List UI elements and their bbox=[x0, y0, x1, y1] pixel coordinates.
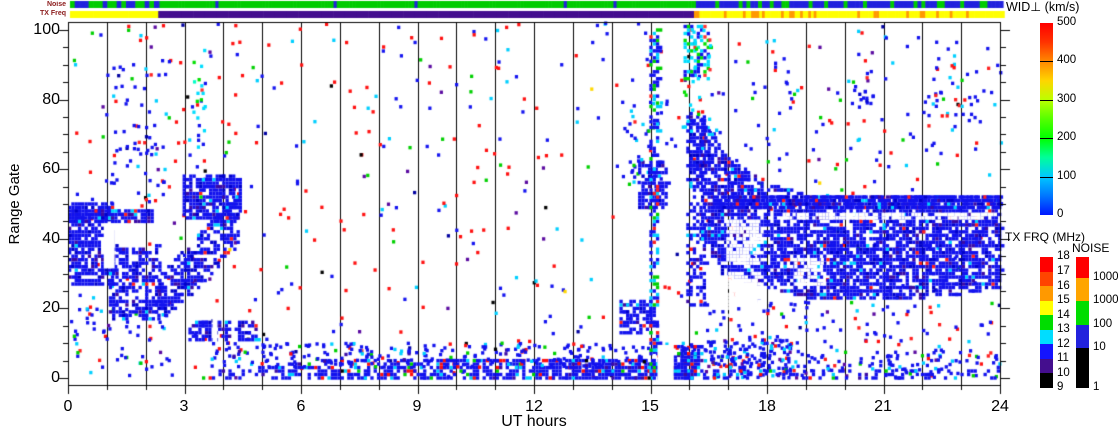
noise-tick-1: 1 bbox=[1093, 381, 1100, 393]
noise-strip-label: Noise bbox=[46, 1, 66, 8]
txfrq-tick-10: 10 bbox=[1057, 367, 1070, 379]
colorbar-segment bbox=[1040, 344, 1053, 359]
txfrq-tick-17: 17 bbox=[1057, 265, 1070, 277]
y-tick-40: 40 bbox=[42, 230, 60, 247]
txfrq-tick-15: 15 bbox=[1057, 294, 1070, 306]
x-tick-24: 24 bbox=[991, 398, 1009, 415]
y-axis-label: Range Gate bbox=[6, 163, 23, 245]
colorbar-segment bbox=[1076, 278, 1089, 301]
txfrq-colorbar-title: TX FRQ (MHz) bbox=[1005, 230, 1085, 244]
wid-tick-500: 500 bbox=[1057, 16, 1077, 28]
txfrq-tick-16: 16 bbox=[1057, 280, 1070, 292]
noise-colorbar-title: NOISE bbox=[1072, 241, 1110, 255]
wid-tick-0: 0 bbox=[1057, 208, 1064, 220]
colorbar-segment bbox=[1076, 348, 1089, 388]
colorbar-segment bbox=[1076, 301, 1089, 325]
colorbar-segment bbox=[1076, 325, 1089, 348]
txfrq-colorbar bbox=[1040, 257, 1053, 388]
txfrq-tick-13: 13 bbox=[1057, 323, 1070, 335]
x-tick-15: 15 bbox=[641, 398, 659, 415]
colorbar-segment bbox=[1040, 300, 1053, 316]
x-axis-label: UT hours bbox=[501, 413, 567, 430]
wid-tick-100: 100 bbox=[1057, 170, 1077, 182]
wid-colorbar-title: WID⊥ (km/s) bbox=[1006, 0, 1080, 14]
wid-colorbar-tickline bbox=[1040, 177, 1053, 178]
colorbar-segment bbox=[1040, 329, 1053, 345]
wid-tick-200: 200 bbox=[1057, 131, 1077, 143]
noise-tick-10000: 10000 bbox=[1093, 271, 1118, 283]
noise-tick-10: 10 bbox=[1093, 341, 1106, 353]
colorbar-segment bbox=[1040, 315, 1053, 330]
txfrq-tick-11: 11 bbox=[1057, 352, 1069, 364]
colorbar-segment bbox=[1040, 286, 1053, 301]
noise-tick-100: 100 bbox=[1093, 318, 1113, 330]
wid-colorbar-tickline bbox=[1040, 61, 1053, 62]
y-tick-0: 0 bbox=[51, 369, 60, 386]
x-tick-3: 3 bbox=[179, 398, 189, 415]
x-tick-18: 18 bbox=[758, 398, 776, 415]
colorbar-segment bbox=[1076, 257, 1089, 278]
y-tick-100: 100 bbox=[33, 21, 60, 38]
txfrq-tick-9: 9 bbox=[1057, 381, 1064, 393]
x-tick-0: 0 bbox=[63, 398, 73, 415]
x-tick-9: 9 bbox=[412, 398, 422, 415]
colorbar-segment bbox=[1040, 271, 1053, 287]
txfrq-tick-12: 12 bbox=[1057, 338, 1070, 350]
txfreq-strip-label: TX Freq bbox=[39, 10, 66, 17]
txfrq-tick-18: 18 bbox=[1057, 250, 1070, 262]
y-tick-20: 20 bbox=[42, 299, 60, 316]
x-tick-6: 6 bbox=[296, 398, 306, 415]
colorbar-segment bbox=[1040, 373, 1053, 388]
x-tick-12: 12 bbox=[525, 398, 543, 415]
wid-colorbar-tickline bbox=[1040, 138, 1053, 139]
wid-tick-300: 300 bbox=[1057, 93, 1077, 105]
wid-colorbar bbox=[1040, 23, 1053, 215]
x-tick-21: 21 bbox=[874, 398, 892, 415]
txfrq-tick-14: 14 bbox=[1057, 309, 1070, 321]
wid-tick-400: 400 bbox=[1057, 54, 1077, 66]
noise-tick-1000: 1000 bbox=[1093, 294, 1118, 306]
y-tick-60: 60 bbox=[42, 160, 60, 177]
y-tick-80: 80 bbox=[42, 91, 60, 108]
noise-colorbar bbox=[1076, 257, 1089, 388]
colorbar-segment bbox=[1040, 358, 1053, 374]
wid-colorbar-tickline bbox=[1040, 100, 1053, 101]
colorbar-segment bbox=[1040, 257, 1053, 272]
